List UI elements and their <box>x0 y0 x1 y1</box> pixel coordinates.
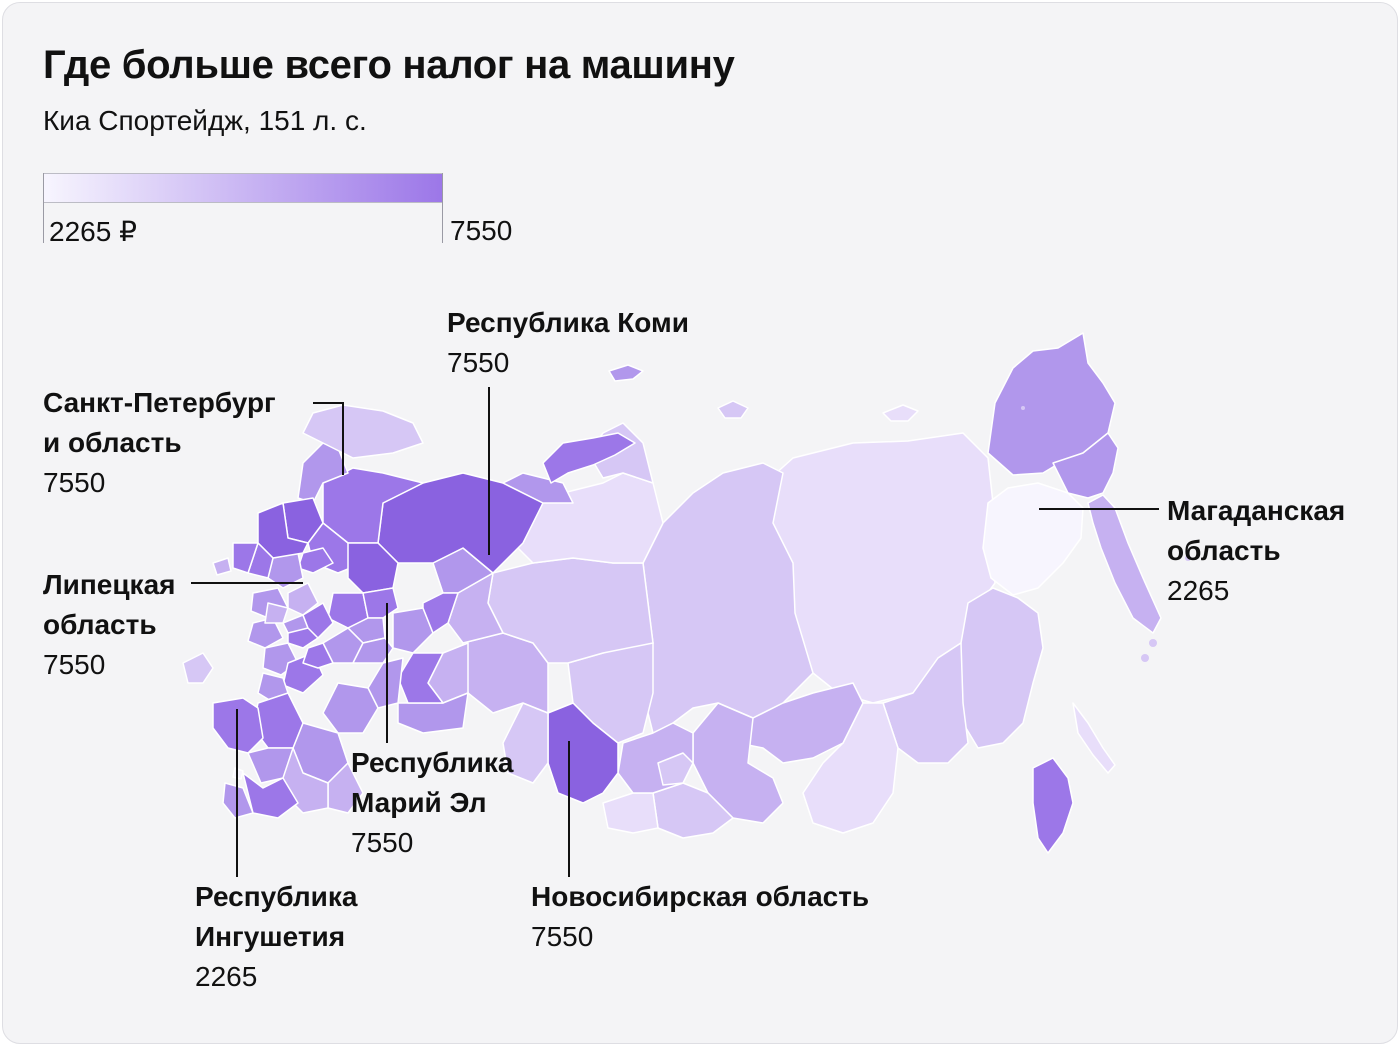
callout-novosib-value: 7550 <box>531 921 594 952</box>
region-franz-josef <box>608 364 644 382</box>
callout-lipetsk-value: 7550 <box>43 649 106 680</box>
region-altai <box>602 792 659 834</box>
callout-magadan-name-line2: область <box>1167 535 1281 566</box>
region-zabaikalsky <box>802 702 899 834</box>
legend-tick-min <box>43 173 44 243</box>
callout-mariel-name-line1: Республика <box>351 747 514 778</box>
region-novaya-zemlya <box>542 432 636 484</box>
callout-ingush-name-line1: Республика <box>195 881 358 912</box>
chart-title: Где больше всего налог на машину <box>43 43 735 87</box>
callout-spb-name-line1: Санкт-Петербург <box>43 387 276 418</box>
region-tambov <box>302 642 334 669</box>
region-stavropol <box>247 747 294 784</box>
region-novosibirsk <box>547 702 619 804</box>
callout-novosib-name: Новосибирская область <box>531 881 870 912</box>
region-kuril-2 <box>1141 654 1149 662</box>
region-kaliningrad <box>212 557 232 576</box>
callout-ingush-name-line2: Ингушетия <box>195 921 346 952</box>
region-wrangel <box>882 404 919 422</box>
callout-komi-name: Республика Коми <box>447 307 689 338</box>
region-nenets <box>502 472 574 504</box>
region-khakassia <box>657 752 694 786</box>
callout-ingush: Республика Ингушетия 2265 <box>195 877 357 997</box>
callout-ingush-value: 2265 <box>195 961 258 992</box>
region-khabarovsk <box>957 587 1044 749</box>
callout-lipetsk: Липецкая область 7550 <box>43 565 175 685</box>
color-scale-legend <box>43 173 443 203</box>
region-magadan <box>982 482 1084 596</box>
callout-mariel-value: 7550 <box>351 827 414 858</box>
callout-lipetsk-name-line2: область <box>43 609 157 640</box>
callout-mariel: Республика Марий Эл 7550 <box>351 743 513 863</box>
region-new-siberian <box>717 400 749 419</box>
leader-spb <box>313 402 344 475</box>
region-shapes <box>182 332 1191 854</box>
callout-magadan: Магаданская область 2265 <box>1167 491 1345 611</box>
region-moscow <box>287 582 319 616</box>
region-koryak <box>1052 432 1119 499</box>
region-saratov <box>322 682 379 734</box>
region-tuva <box>652 782 734 839</box>
region-kuril-1 <box>1149 639 1157 647</box>
region-crimea <box>182 652 214 684</box>
callout-spb-value: 7550 <box>43 467 106 498</box>
russia-regions-map <box>182 332 1191 877</box>
callout-lipetsk-name-line1: Липецкая <box>43 569 176 600</box>
callout-magadan-name-line1: Магаданская <box>1167 495 1346 526</box>
callout-mariel-name-line2: Марий Эл <box>351 787 487 818</box>
callout-spb-name-line2: и область <box>43 427 182 458</box>
legend-min-label: 2265 ₽ <box>49 216 137 247</box>
leader-lines <box>191 387 1159 877</box>
region-kamchatka <box>1087 494 1162 634</box>
region-chukotka <box>987 332 1116 476</box>
callout-magadan-value: 2265 <box>1167 575 1230 606</box>
region-buryatia <box>717 682 864 764</box>
region-murmansk <box>302 404 424 459</box>
region-pskov <box>232 542 259 574</box>
region-sea-islands <box>1021 406 1025 410</box>
region-primorye <box>1032 757 1074 854</box>
region-mariel <box>362 587 399 619</box>
region-udmurtia <box>422 592 459 634</box>
region-tatarstan <box>392 607 434 654</box>
legend-tick-max <box>442 173 443 243</box>
callout-spb: Санкт-Петербург и область 7550 <box>43 383 276 503</box>
callout-komi: Республика Коми 7550 <box>447 303 689 383</box>
region-ryazan <box>302 602 334 639</box>
chart-subtitle: Киа Спортейдж, 151 л. с. <box>43 105 367 136</box>
region-commander-isl <box>1185 555 1191 561</box>
region-yamal <box>512 472 664 564</box>
region-amur <box>882 642 969 764</box>
legend-max-label: 7550 <box>450 215 513 246</box>
callout-novosib: Новосибирская область 7550 <box>531 877 869 957</box>
callout-komi-value: 7550 <box>447 347 510 378</box>
region-sakhalin <box>1072 702 1116 774</box>
